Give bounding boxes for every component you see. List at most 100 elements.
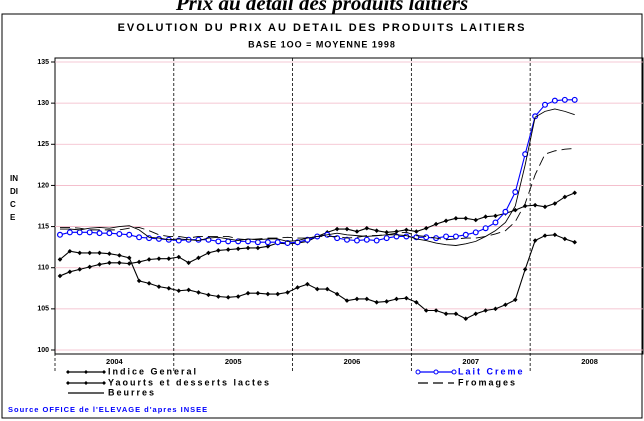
point (483, 308, 488, 313)
point (493, 306, 498, 312)
point (552, 201, 558, 206)
point (126, 231, 133, 238)
point (216, 248, 221, 253)
point (433, 221, 439, 227)
point (532, 238, 538, 243)
point (384, 230, 389, 235)
point (452, 233, 459, 240)
point (404, 227, 409, 233)
legend-marker (84, 370, 88, 374)
point (453, 216, 459, 221)
legend-label: Fromages (458, 377, 517, 387)
point (572, 239, 577, 245)
point (146, 281, 152, 286)
point (571, 96, 578, 103)
point (423, 234, 430, 241)
point (176, 254, 182, 260)
point (493, 213, 498, 219)
point (343, 236, 350, 243)
point (87, 264, 92, 270)
point (156, 256, 162, 261)
point (562, 194, 568, 200)
legend-label: Indice General (108, 366, 198, 376)
point (552, 232, 558, 238)
point (196, 255, 201, 261)
point (186, 260, 191, 266)
point (166, 285, 172, 291)
point (463, 316, 469, 322)
y-tick-label: 115 (38, 223, 49, 230)
point (215, 238, 222, 245)
point (265, 244, 271, 249)
legend-marker (84, 381, 88, 385)
series-line (59, 108, 575, 246)
point (56, 231, 63, 238)
point (196, 290, 201, 295)
point (225, 238, 232, 245)
point (473, 311, 479, 317)
legend-marker (102, 370, 106, 374)
point (155, 235, 162, 242)
point (443, 218, 449, 224)
point (235, 238, 242, 245)
point (116, 230, 123, 237)
point (561, 96, 568, 103)
point (532, 202, 538, 208)
point (265, 291, 271, 297)
point (314, 286, 320, 292)
point (106, 230, 113, 237)
point (492, 219, 499, 226)
point (136, 278, 142, 284)
point (473, 217, 479, 223)
legend-marker (66, 381, 70, 385)
point (66, 229, 73, 236)
legend-label: Beurres (108, 387, 156, 397)
y-tick-label: 125 (37, 141, 49, 148)
series-line (59, 147, 575, 241)
x-tick-label: 2004 (106, 357, 124, 366)
legend-marker (102, 381, 106, 385)
point (433, 308, 439, 313)
point (225, 247, 231, 252)
point (176, 288, 182, 294)
legend-label: Lait Creme (458, 366, 525, 376)
point (57, 273, 63, 279)
point (67, 269, 73, 275)
legend-marker (451, 369, 457, 375)
point (542, 204, 548, 210)
point (77, 250, 83, 256)
point (384, 299, 389, 304)
point (383, 235, 390, 242)
point (275, 291, 281, 297)
x-tick-label: 2005 (225, 357, 242, 366)
point (77, 267, 83, 272)
point (503, 302, 508, 308)
point (206, 292, 211, 298)
point (67, 248, 73, 254)
point (353, 237, 360, 244)
point (423, 225, 429, 231)
point (146, 257, 152, 262)
point (254, 239, 261, 246)
legend-marker (415, 369, 421, 375)
point (462, 231, 469, 238)
point (255, 245, 261, 251)
x-tick-label: 2007 (462, 357, 479, 366)
point (522, 267, 528, 272)
point (264, 239, 271, 246)
point (542, 233, 548, 238)
point (394, 296, 399, 302)
point (126, 261, 132, 266)
point (541, 101, 548, 108)
point (57, 257, 63, 262)
point (364, 225, 370, 231)
point (414, 229, 419, 234)
chart-subtitle: BASE 1OO = MOYENNE 1998 (248, 39, 396, 49)
point (483, 214, 488, 219)
point (364, 296, 370, 302)
point (562, 236, 568, 242)
page-title: Prix au detail des produits laitiers (175, 0, 469, 15)
point (216, 294, 221, 299)
